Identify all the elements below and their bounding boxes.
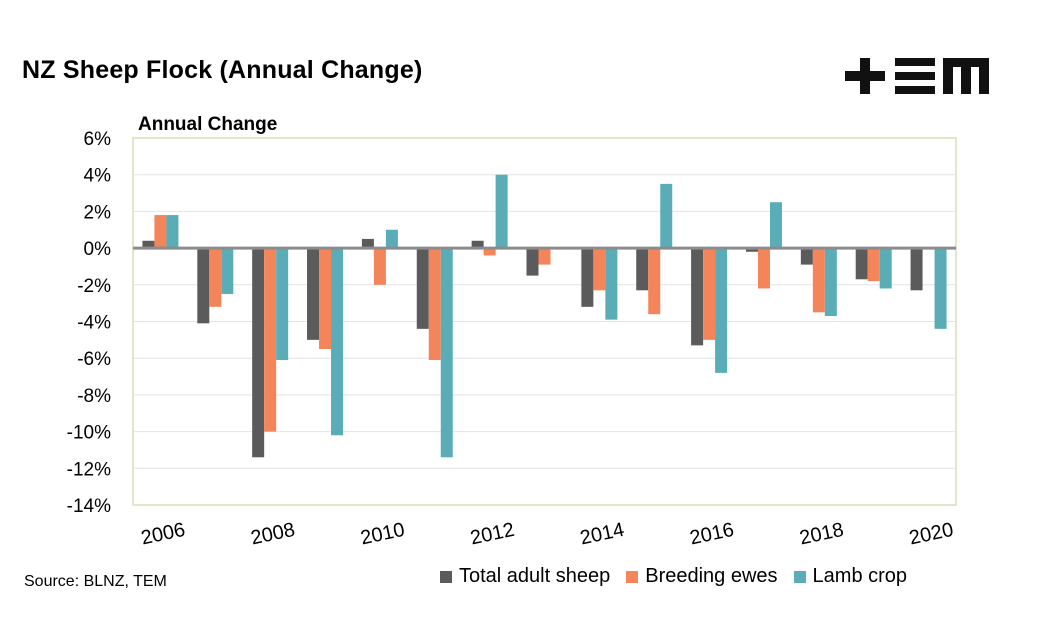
bar-breeding-ewes-2012 — [483, 248, 496, 256]
bar-breeding-ewes-2006 — [154, 215, 167, 249]
legend: Total adult sheep Breeding ewes Lamb cro… — [440, 565, 907, 588]
bar-lamb-crop-2007 — [221, 248, 234, 294]
bar-total-adult-sheep-2014 — [581, 248, 594, 307]
bar-breeding-ewes-2009 — [319, 248, 332, 350]
legend-item-breeding-ewes: Breeding ewes — [626, 565, 778, 588]
x-tick-label: 2012 — [468, 519, 516, 550]
bar-breeding-ewes-2011 — [428, 248, 441, 361]
tem-logo — [845, 58, 989, 94]
bar-lamb-crop-2010 — [385, 229, 398, 249]
bar-lamb-crop-2016 — [715, 248, 728, 373]
bar-breeding-ewes-2016 — [703, 248, 716, 340]
bar-total-adult-sheep-2009 — [307, 248, 320, 340]
bar-breeding-ewes-2010 — [373, 248, 386, 285]
y-tick-label: -12% — [67, 459, 111, 480]
bar-lamb-crop-2020 — [934, 248, 947, 329]
x-tick-label: 2014 — [578, 519, 626, 550]
x-tick-label: 2008 — [249, 519, 297, 550]
bar-breeding-ewes-2013 — [538, 248, 551, 265]
y-tick-label: -6% — [77, 349, 111, 370]
bar-breeding-ewes-2015 — [648, 248, 661, 315]
legend-item-total-adult-sheep: Total adult sheep — [440, 565, 610, 588]
legend-item-lamb-crop: Lamb crop — [793, 565, 908, 588]
legend-label: Breeding ewes — [645, 565, 778, 587]
bar-total-adult-sheep-2008 — [252, 248, 265, 458]
y-axis-label: Annual Change — [138, 114, 278, 135]
bar-total-adult-sheep-2012 — [471, 240, 484, 249]
bar-total-adult-sheep-2007 — [197, 248, 210, 324]
y-tick-label: -10% — [67, 423, 111, 444]
bar-breeding-ewes-2007 — [209, 248, 222, 307]
legend-label: Lamb crop — [812, 565, 908, 587]
bar-lamb-crop-2019 — [879, 248, 892, 289]
bar-total-adult-sheep-2018 — [800, 248, 813, 265]
bar-lamb-crop-2012 — [495, 174, 508, 249]
y-tick-label: 0% — [84, 239, 112, 260]
y-tick-label: -4% — [77, 313, 111, 334]
bar-lamb-crop-2009 — [331, 248, 344, 436]
bar-total-adult-sheep-2016 — [691, 248, 704, 346]
bar-lamb-crop-2015 — [660, 183, 673, 249]
source-note: Source: BLNZ, TEM — [24, 573, 167, 590]
bar-lamb-crop-2006 — [166, 215, 179, 249]
bar-lamb-crop-2018 — [824, 248, 837, 316]
bar-lamb-crop-2008 — [276, 248, 289, 361]
bar-total-adult-sheep-2019 — [855, 248, 868, 280]
bar-breeding-ewes-2019 — [867, 248, 880, 282]
y-tick-label: 2% — [84, 202, 112, 223]
y-tick-label: -14% — [67, 496, 111, 517]
bar-breeding-ewes-2017 — [757, 248, 770, 289]
x-tick-label: 2016 — [688, 519, 736, 550]
x-tick-label: 2020 — [907, 519, 955, 550]
legend-swatch — [793, 570, 806, 583]
bar-total-adult-sheep-2015 — [636, 248, 649, 291]
legend-swatch — [626, 570, 639, 583]
bar-lamb-crop-2017 — [769, 202, 782, 249]
legend-label: Total adult sheep — [459, 565, 611, 587]
bar-total-adult-sheep-2011 — [416, 248, 429, 329]
x-tick-label: 2006 — [139, 519, 187, 550]
y-tick-label: 4% — [84, 166, 112, 187]
x-tick-label: 2018 — [798, 519, 846, 550]
bar-breeding-ewes-2018 — [812, 248, 825, 313]
bar-breeding-ewes-2014 — [593, 248, 606, 291]
bar-total-adult-sheep-2020 — [910, 248, 923, 291]
x-tick-label: 2010 — [359, 519, 407, 550]
y-tick-label: 6% — [84, 129, 112, 150]
bar-total-adult-sheep-2006 — [142, 240, 155, 249]
bar-lamb-crop-2011 — [440, 248, 453, 458]
chart-title: NZ Sheep Flock (Annual Change) — [22, 56, 423, 84]
y-tick-label: -2% — [77, 276, 111, 297]
bar-total-adult-sheep-2017 — [745, 248, 758, 252]
bar-lamb-crop-2014 — [605, 248, 618, 320]
y-tick-label: -8% — [77, 386, 111, 407]
bar-breeding-ewes-2008 — [264, 248, 277, 432]
bar-total-adult-sheep-2013 — [526, 248, 539, 276]
bar-total-adult-sheep-2010 — [361, 238, 374, 249]
legend-swatch — [440, 570, 452, 583]
